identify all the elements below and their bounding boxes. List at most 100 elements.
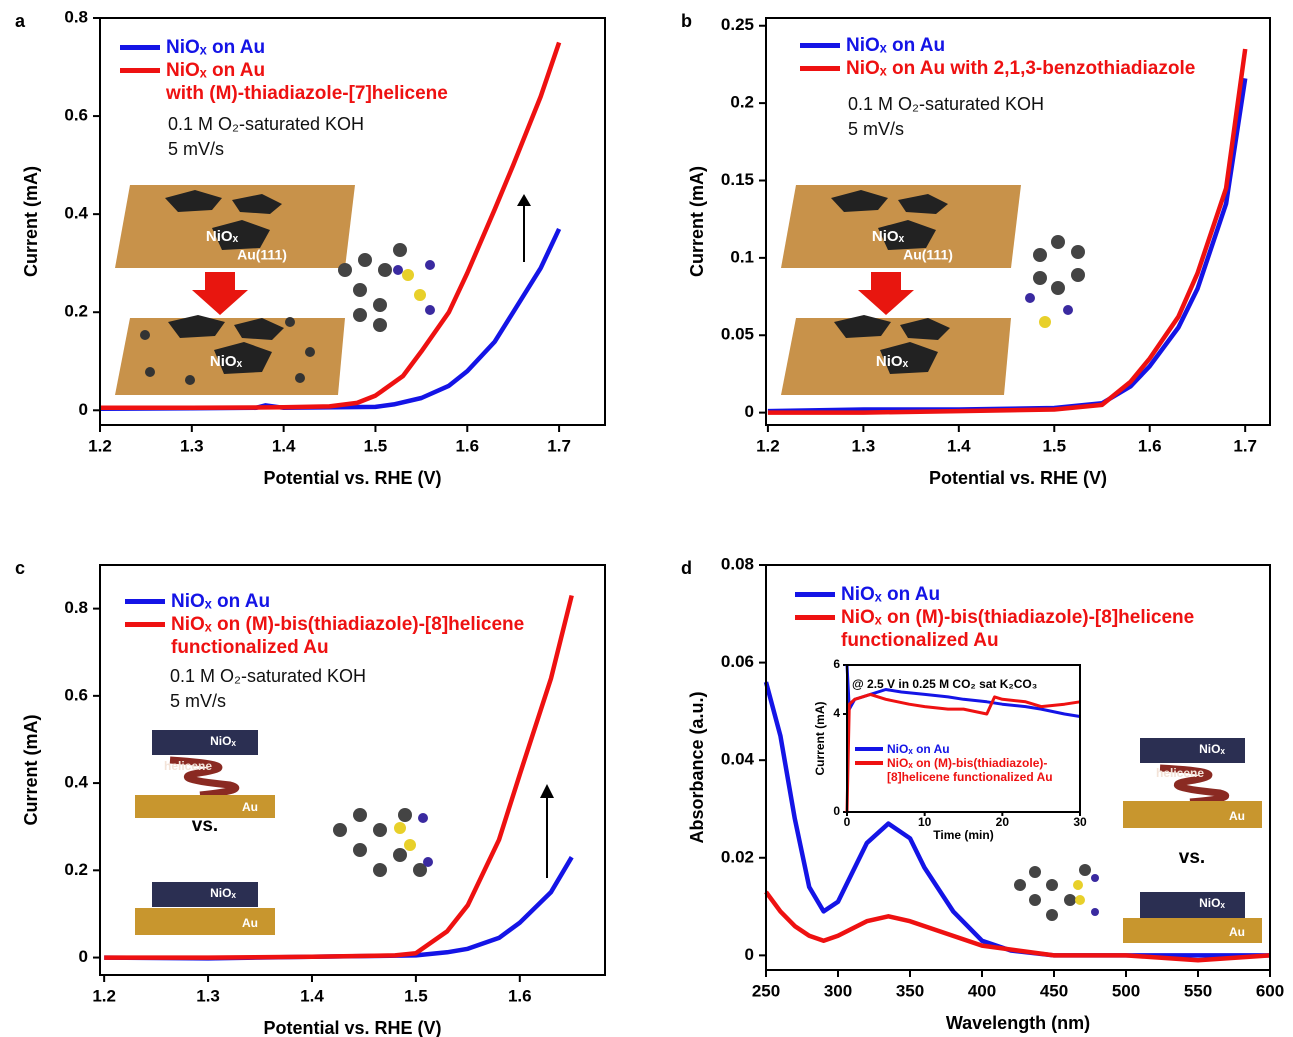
diagram-label: NiOₓ — [210, 886, 236, 900]
y-tick-label: 0.4 — [64, 773, 88, 792]
x-tick-label: 1.2 — [88, 436, 112, 455]
figure: 1.2 1.3 1.4 1.5 1.6 1.7 0 0.2 0.4 0.6 0.8 Potential… — [0, 0, 1293, 1037]
x-tick-label: 1.4 — [947, 436, 971, 455]
x-axis-label: Potential vs. RHE (V) — [263, 1018, 441, 1037]
diagram-label: helicene — [1156, 766, 1204, 780]
legend-label: NiOₓ on (M)-bis(thiadiazole)-[8]helicene… — [887, 756, 1102, 784]
legend-label: NiOₓ on (M)-bis(thiadiazole)-[8]helicene… — [841, 606, 1281, 652]
annotation: 0.1 M O₂-saturated KOH — [170, 666, 366, 687]
x-tick-label: 1.5 — [364, 436, 388, 455]
y-tick-label: 0.6 — [64, 685, 88, 704]
x-tick-label: 10 — [918, 815, 932, 829]
x-tick-label: 600 — [1256, 981, 1284, 1000]
diagram-label: helicene — [164, 759, 212, 773]
y-axis-label: Current (mA) — [21, 714, 41, 825]
x-tick-label: 20 — [996, 815, 1010, 829]
y-tick-label: 0 — [79, 400, 88, 419]
diagram-label: NiOₓ — [872, 228, 905, 245]
diagram-label: Au — [242, 800, 258, 814]
y-tick-label: 0 — [745, 402, 754, 421]
y-tick-label: 0.6 — [64, 106, 88, 125]
x-tick-label: 1.4 — [300, 986, 324, 1005]
y-axis-label: Absorbance (a.u.) — [687, 691, 707, 843]
diagram-label: Au(111) — [237, 247, 287, 263]
x-tick-label: 1.6 — [508, 986, 532, 1005]
x-tick-label: 1.7 — [547, 436, 571, 455]
x-tick-label: 1.3 — [196, 986, 220, 1005]
y-tick-label: 0.2 — [730, 93, 754, 112]
x-tick-label: 250 — [752, 981, 780, 1000]
x-tick-label: 1.6 — [1138, 436, 1162, 455]
panel-label: c — [15, 558, 25, 578]
x-axis-label: Time (min) — [933, 828, 993, 842]
legend-label: NiOₓ on Au — [166, 36, 586, 59]
y-tick-label: 0 — [833, 804, 840, 818]
diagram-label: Au — [1229, 809, 1245, 823]
diagram-label: vs. — [192, 815, 218, 836]
y-tick-label: 0.2 — [64, 302, 88, 321]
annotation: 0.1 M O₂-saturated KOH — [168, 114, 364, 135]
annotation: 5 mV/s — [170, 691, 226, 712]
y-axis-label: Current (mA) — [687, 166, 707, 277]
legend-label: NiOₓ on Au — [841, 583, 1281, 606]
panel-label: b — [681, 11, 692, 31]
x-tick-label: 300 — [824, 981, 852, 1000]
y-tick-label: 0.08 — [721, 554, 754, 573]
x-tick-label: 1.3 — [180, 436, 204, 455]
y-tick-label: 0.15 — [721, 170, 754, 189]
panel-label: a — [15, 11, 26, 31]
annotation: 5 mV/s — [168, 139, 224, 160]
data-line — [104, 857, 572, 958]
y-tick-label: 0.8 — [64, 598, 88, 617]
legend-label: NiOₓ on (M)-bis(thiadiazole)-[8]helicene… — [171, 613, 611, 659]
x-tick-label: 1.2 — [92, 986, 116, 1005]
y-tick-label: 0.2 — [64, 860, 88, 879]
x-tick-label: 550 — [1184, 981, 1212, 1000]
legend-label: NiOₓ on Au — [171, 590, 611, 613]
x-tick-label: 1.4 — [272, 436, 296, 455]
panel-label: d — [681, 558, 692, 578]
annotation: 5 mV/s — [848, 119, 904, 140]
x-axis-label: Potential vs. RHE (V) — [929, 468, 1107, 488]
diagram-label: NiOₓ — [876, 353, 909, 370]
x-tick-label: 1.5 — [404, 986, 428, 1005]
legend-label: NiOₓ on Au — [887, 742, 1102, 756]
diagram-label: NiOₓ — [1199, 742, 1225, 756]
y-tick-label: 0 — [79, 947, 88, 966]
x-tick-label: 0 — [844, 815, 851, 829]
x-tick-label: 1.2 — [756, 436, 780, 455]
y-tick-label: 6 — [833, 657, 840, 671]
diagram-label: NiOₓ — [1199, 896, 1225, 910]
diagram-label: vs. — [1179, 847, 1205, 868]
inset-title: @ 2.5 V in 0.25 M CO₂ sat K₂CO₃ — [852, 677, 1037, 691]
x-tick-label: 500 — [1112, 981, 1140, 1000]
y-axis-label: Current (mA) — [813, 701, 827, 775]
x-tick-label: 400 — [968, 981, 996, 1000]
y-tick-label: 0.25 — [721, 15, 754, 34]
y-tick-label: 0.04 — [721, 750, 755, 769]
x-tick-label: 350 — [896, 981, 924, 1000]
x-tick-label: 450 — [1040, 981, 1068, 1000]
legend-label: NiOₓ on Au — [846, 34, 1293, 57]
y-tick-label: 0.1 — [730, 247, 754, 266]
x-tick-label: 1.3 — [852, 436, 876, 455]
y-tick-label: 0.8 — [64, 7, 88, 26]
legend-label: NiOₓ on Au with (M)-thiadiazole-[7]helic… — [166, 59, 586, 105]
y-tick-label: 0.06 — [721, 652, 754, 671]
diagram-label: Au — [1229, 925, 1245, 939]
diagram-label: NiOₓ — [206, 228, 239, 245]
x-tick-label: 1.6 — [455, 436, 479, 455]
x-tick-label: 30 — [1073, 815, 1087, 829]
diagram-label: Au — [242, 916, 258, 930]
x-axis-label: Wavelength (nm) — [946, 1013, 1090, 1033]
diagram-label: Au(111) — [903, 247, 953, 263]
diagram-label: NiOₓ — [210, 734, 236, 748]
y-tick-label: 0 — [745, 945, 754, 964]
y-tick-label: 0.05 — [721, 325, 754, 344]
annotation: 0.1 M O₂-saturated KOH — [848, 94, 1044, 115]
schematic — [115, 185, 531, 395]
x-tick-label: 1.5 — [1042, 436, 1066, 455]
y-tick-label: 0.02 — [721, 847, 754, 866]
x-axis-label: Potential vs. RHE (V) — [263, 468, 441, 488]
x-tick-label: 1.7 — [1233, 436, 1257, 455]
